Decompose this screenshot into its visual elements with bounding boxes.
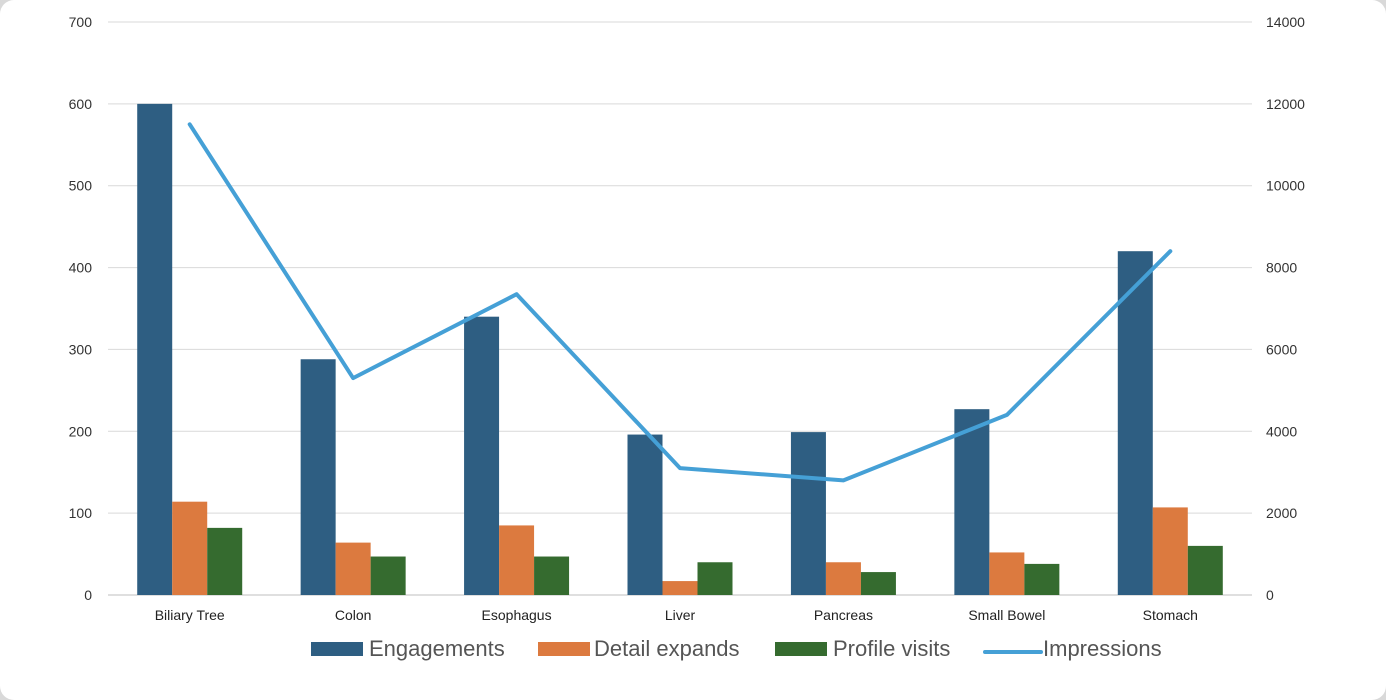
left-axis-ticks: 0 100 200 300 400 500 600 700 [69,14,93,603]
legend-label: Impressions [1043,636,1162,661]
left-tick-label: 700 [69,14,93,30]
right-tick-label: 10000 [1266,178,1305,194]
bar-engagements [300,359,336,595]
category-label: Esophagus [482,607,552,623]
bar-profile-visits [860,572,896,595]
right-tick-label: 4000 [1266,423,1297,439]
bar-profile-visits [697,562,733,595]
bar-profile-visits [1187,545,1223,595]
bar-detail-expands [1152,507,1188,595]
bar-series [137,103,1223,595]
left-tick-label: 200 [69,423,93,439]
right-tick-label: 2000 [1266,505,1297,521]
category-label: Colon [335,607,372,623]
bar-detail-expands [335,542,371,595]
line-series [187,122,1173,483]
bar-engagements [1117,251,1153,595]
left-tick-label: 500 [69,178,93,194]
legend-swatch [775,642,827,656]
left-tick-label: 600 [69,96,93,112]
legend: Engagements Detail expands Profile visits I… [311,636,1162,661]
category-label: Stomach [1143,607,1198,623]
bar-detail-expands [825,562,861,595]
category-label: Pancreas [814,607,873,623]
legend-swatch [311,642,363,656]
left-tick-label: 100 [69,505,93,521]
right-tick-label: 0 [1266,587,1274,603]
legend-swatch [538,642,590,656]
line-impressions [187,122,1173,483]
right-tick-label: 8000 [1266,260,1297,276]
bar-engagements [954,409,990,595]
bar-engagements [464,316,500,595]
right-tick-label: 12000 [1266,96,1305,112]
legend-label: Engagements [369,636,505,661]
right-axis-ticks: 0 2000 4000 6000 8000 10000 12000 14000 [1266,14,1305,603]
left-tick-label: 0 [84,587,92,603]
right-tick-label: 6000 [1266,341,1297,357]
bar-profile-visits [370,556,406,595]
bar-profile-visits [207,527,243,595]
category-label: Small Bowel [968,607,1045,623]
left-tick-label: 400 [69,260,93,276]
bar-profile-visits [534,556,570,595]
category-labels: Biliary Tree Colon Esophagus Liver Pancreas S… [155,607,1198,623]
bar-engagements [790,432,826,595]
category-label: Liver [665,607,696,623]
bar-engagements [137,103,173,595]
bar-detail-expands [172,501,208,595]
left-tick-label: 300 [69,341,93,357]
gridlines [108,21,1252,596]
bar-detail-expands [499,525,535,595]
category-label: Biliary Tree [155,607,225,623]
right-tick-label: 14000 [1266,14,1305,30]
legend-label: Profile visits [833,636,950,661]
bar-profile-visits [1024,563,1060,595]
bar-detail-expands [989,552,1025,595]
bar-detail-expands [662,581,698,595]
bar-engagements [627,434,663,595]
legend-label: Detail expands [594,636,740,661]
